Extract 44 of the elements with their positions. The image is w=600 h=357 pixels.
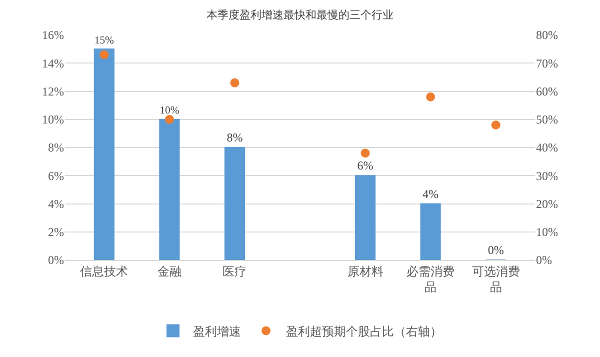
y2-tick-label: 80% [536, 28, 558, 42]
bar [224, 147, 246, 260]
x-tick-label: 医疗 [222, 264, 247, 278]
chart-title: 本季度盈利增速最快和最慢的三个行业 [206, 8, 394, 22]
y-tick-label: 12% [42, 84, 64, 98]
data-label: 15% [94, 34, 114, 46]
x-tick-label: 可选消费品 [472, 264, 520, 294]
y2-tick-label: 40% [536, 140, 558, 155]
bar [420, 203, 441, 260]
bar [354, 175, 376, 260]
x-tick-label: 信息技术 [80, 264, 128, 278]
legend-label: 盈利增速 [193, 324, 241, 338]
data-label: 0% [488, 243, 504, 257]
y-tick-label: 4% [48, 196, 64, 211]
x-tick-label: 必需消费品 [406, 264, 455, 294]
legend-label: 盈利超预期个股占比（右轴） [286, 324, 442, 338]
data-label: 10% [160, 104, 180, 117]
y-tick-label: 0% [48, 253, 64, 268]
y-tick-label: 14% [42, 56, 64, 70]
point [426, 92, 436, 102]
data-label: 6% [357, 158, 374, 173]
y2-tick-label: 60% [536, 84, 558, 98]
x-tick-label: 原材料 [347, 264, 384, 278]
y-tick-label: 16% [42, 28, 64, 42]
point [230, 78, 240, 88]
y-tick-label: 6% [48, 168, 64, 183]
y2-tick-label: 20% [536, 196, 558, 211]
bar [94, 48, 114, 260]
y-tick-label: 2% [48, 225, 64, 240]
point [164, 114, 174, 124]
bar [159, 118, 180, 260]
y-tick-label: 10% [42, 112, 64, 127]
y2-tick-label: 0% [536, 253, 552, 268]
point [491, 120, 500, 130]
y2-tick-label: 70% [536, 56, 558, 70]
y-tick-label: 8% [48, 140, 64, 155]
point [100, 50, 109, 60]
y2-tick-label: 50% [536, 112, 558, 127]
point [360, 148, 370, 158]
y2-tick-label: 10% [536, 225, 558, 240]
data-label: 4% [422, 186, 439, 201]
y2-tick-label: 30% [536, 168, 558, 183]
data-label: 8% [226, 130, 243, 144]
x-tick-label: 金融 [157, 264, 182, 278]
